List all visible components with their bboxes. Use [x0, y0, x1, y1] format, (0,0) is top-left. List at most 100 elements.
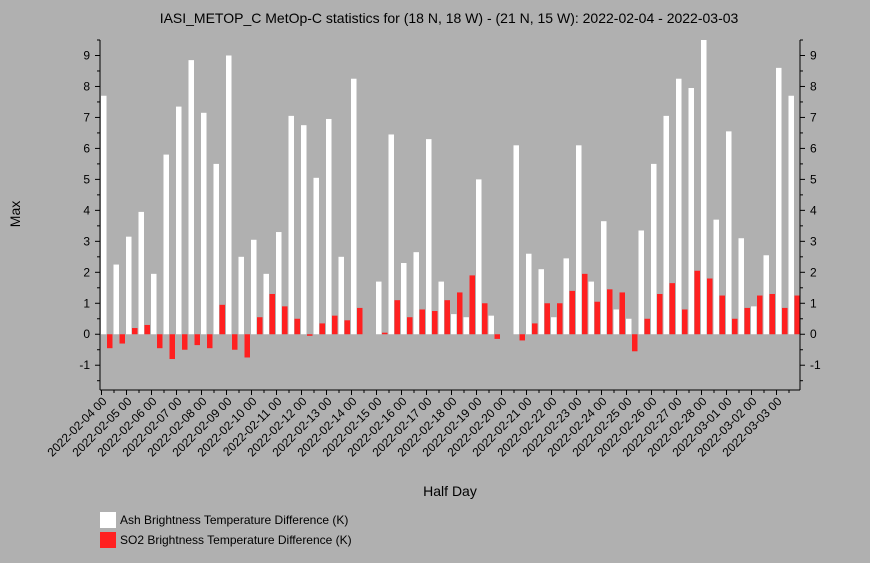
ash-bar — [488, 315, 494, 335]
so2-bar — [582, 273, 588, 335]
ash-bar — [563, 258, 569, 335]
so2-bar — [394, 300, 400, 335]
so2-bar — [294, 318, 300, 335]
so2-bar — [669, 283, 675, 335]
so2-bar — [319, 323, 325, 335]
ash-bar — [263, 273, 269, 335]
so2-bar — [344, 320, 350, 335]
so2-bar — [182, 334, 188, 350]
ash-bar — [188, 60, 194, 335]
so2-bar — [407, 317, 413, 335]
ash-bar — [551, 317, 557, 335]
so2-bar — [769, 293, 775, 335]
ash-bar — [538, 269, 544, 335]
so2-bar — [607, 289, 613, 335]
so2-bar — [157, 334, 163, 349]
ash-bar — [713, 219, 719, 335]
y-tick-label-left: 6 — [83, 141, 90, 155]
ash-bar — [601, 221, 607, 335]
y-tick-label-right: 0 — [810, 327, 817, 341]
so2-bar — [544, 303, 550, 335]
y-tick-label-right: 8 — [810, 79, 817, 93]
ash-bar — [688, 88, 694, 335]
ash-bar — [288, 115, 294, 335]
so2-bar — [694, 270, 700, 335]
legend-item-so2: SO2 Brightness Temperature Difference (K… — [100, 532, 352, 548]
y-tick-label-left: 7 — [83, 110, 90, 124]
so2-bar — [794, 295, 800, 335]
y-tick-label-right: 9 — [810, 48, 817, 62]
legend-item-ash: Ash Brightness Temperature Difference (K… — [100, 512, 348, 528]
ash-bar — [751, 306, 757, 335]
so2-bar — [444, 300, 450, 335]
so2-bar — [382, 332, 388, 335]
so2-bar — [782, 307, 788, 335]
ash-bar — [276, 232, 282, 335]
ash-bar — [463, 317, 469, 335]
ash-bar — [401, 263, 407, 335]
ash-bar — [588, 281, 594, 335]
ash-bar — [126, 236, 132, 335]
so2-bar — [494, 334, 500, 339]
so2-bar — [744, 307, 750, 335]
legend-label-ash: Ash Brightness Temperature Difference (K… — [120, 513, 349, 527]
ash-bar — [776, 67, 782, 335]
ash-bar — [413, 252, 419, 335]
legend-label-so2: SO2 Brightness Temperature Difference (K… — [120, 533, 352, 547]
ash-bar — [476, 179, 482, 335]
y-tick-label-left: 1 — [83, 296, 90, 310]
ash-bar — [301, 125, 307, 335]
so2-bar — [357, 307, 363, 335]
ash-bar — [651, 163, 657, 335]
so2-bar — [657, 293, 663, 335]
y-tick-label-left: 2 — [83, 265, 90, 279]
ash-bar — [576, 145, 582, 335]
ash-bar — [201, 112, 207, 335]
y-tick-label-right: 4 — [810, 203, 817, 217]
y-tick-label-right: 6 — [810, 141, 817, 155]
so2-bar — [432, 311, 438, 335]
y-tick-label-right: 3 — [810, 234, 817, 248]
so2-bar — [569, 290, 575, 335]
y-tick-label-right: -1 — [810, 358, 821, 372]
legend-swatch-ash — [100, 512, 116, 528]
ash-bar — [101, 95, 107, 335]
ash-bar — [176, 106, 182, 335]
so2-bar — [557, 303, 563, 335]
y-tick-label-left: 4 — [83, 203, 90, 217]
ash-bar — [351, 78, 357, 335]
so2-bar — [194, 334, 200, 346]
so2-bar — [719, 295, 725, 335]
so2-bar — [132, 328, 138, 335]
so2-bar — [119, 334, 125, 344]
so2-bar — [144, 324, 150, 335]
so2-bar — [732, 318, 738, 335]
so2-bar — [107, 334, 113, 349]
so2-bar — [307, 334, 313, 336]
ash-bar — [638, 230, 644, 335]
y-tick-label-right: 1 — [810, 296, 817, 310]
y-tick-label-left: 5 — [83, 172, 90, 186]
ash-bar — [163, 154, 169, 335]
ash-bar — [526, 253, 532, 335]
so2-bar — [469, 275, 475, 335]
so2-bar — [519, 334, 525, 341]
ash-bar — [376, 281, 382, 335]
ash-bar — [313, 177, 319, 335]
so2-bar — [682, 309, 688, 335]
so2-bar — [207, 334, 213, 349]
ash-bar — [788, 95, 794, 335]
ash-bar — [388, 134, 394, 335]
so2-bar — [282, 306, 288, 335]
ash-bar — [626, 318, 632, 335]
so2-bar — [707, 278, 713, 335]
ash-bar — [763, 255, 769, 335]
ash-bar — [326, 118, 332, 335]
so2-bar — [244, 334, 250, 358]
so2-bar — [632, 334, 638, 352]
so2-bar — [644, 318, 650, 335]
y-tick-label-left: 9 — [83, 48, 90, 62]
chart-title: IASI_METOP_C MetOp-C statistics for (18 … — [160, 10, 739, 26]
y-tick-label-right: 2 — [810, 265, 817, 279]
